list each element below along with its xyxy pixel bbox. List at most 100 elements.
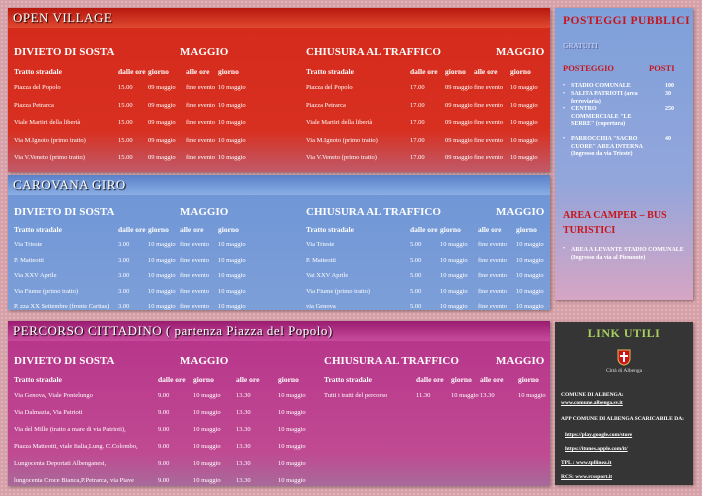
table-cell: 10 maggio	[510, 154, 538, 161]
table-cell: 13.30	[236, 409, 251, 416]
table-cell: fine evento	[474, 172, 503, 173]
table-cell: 10 maggio	[516, 303, 544, 310]
table-month: MAGGIO	[496, 355, 545, 367]
table-cell: 13.30	[236, 477, 251, 484]
links-title: LINK UTILI	[587, 326, 661, 340]
link-line: APP COMUNE DI ALBENGA SCARICABILE DA:	[561, 416, 685, 422]
column-header: alle ore	[236, 375, 260, 384]
table-cell: 10 maggio	[518, 392, 546, 399]
table-cell: 09 maggio	[148, 136, 176, 144]
table-cell: 10 maggio	[510, 84, 538, 91]
table-cell: 09 maggio	[148, 172, 176, 173]
table-cell: 3.00	[118, 287, 130, 295]
table-cell: 10 maggio	[193, 392, 221, 399]
parking-name: STADIO COMUNALE	[571, 83, 631, 89]
table-cell: Via Dalmazia, Via Patrioti	[14, 409, 83, 416]
table-cell: 09 maggio	[445, 84, 473, 91]
table-cell: 17.00	[410, 101, 425, 109]
table-cell: fine evento	[478, 272, 508, 279]
bullet: •	[563, 136, 566, 142]
parking-spots: 250	[665, 106, 674, 112]
table-cell: Via Trieste	[306, 241, 335, 248]
table-cell: 10 maggio	[278, 443, 306, 450]
column-header: giorno	[451, 375, 472, 384]
table-cell: 09 maggio	[445, 101, 473, 109]
column-header: alle ore	[186, 67, 210, 76]
link-line: https://play.google.com/store	[565, 432, 633, 438]
column-header: giorno	[516, 225, 537, 234]
bullet: •	[563, 246, 566, 252]
table-cell: 09 maggio	[148, 119, 176, 126]
link-line: COMUNE DI ALBENGA:	[561, 392, 624, 398]
table-cell: 3.00	[118, 272, 130, 279]
column-header: alle ore	[180, 225, 204, 234]
table-heading: CHIUSURA AL TRAFFICO	[306, 206, 441, 218]
parking-name: SALITA PATRIOTI (area ferroviaria)	[571, 91, 638, 105]
table-cell: 13.30	[236, 443, 251, 450]
parking-name: PARROCCHIA "SACRO CUORE" AREA INTERNA (I…	[571, 136, 643, 157]
table-cell: P. Matteotti	[306, 256, 336, 264]
table-cell: fine evento	[186, 119, 216, 126]
link-line: www.comune.albenga.sv.it	[561, 400, 623, 406]
table-cell: 15.00	[118, 101, 133, 109]
table-cell: 17.00	[410, 84, 425, 91]
table-cell: 5.00	[410, 272, 422, 279]
parking-name: CENTRO COMMERCIALE "LE SERRE" (copertura…	[571, 106, 632, 127]
column-header: Tratto stradale	[306, 67, 354, 76]
table-cell: 15.00	[118, 154, 133, 161]
table-cell: 10 maggio	[218, 154, 246, 161]
table-cell: 10 maggio	[516, 256, 544, 264]
table-cell: Via V.Veneto (primo tratto)	[14, 154, 85, 161]
column-header: giorno	[148, 67, 169, 76]
table-cell: 3.00	[118, 241, 130, 248]
table-cell: 9.00	[158, 477, 170, 484]
table-cell: fine evento	[186, 172, 215, 173]
column-header: alle ore	[478, 225, 502, 234]
table-month: MAGGIO	[180, 355, 229, 367]
table-heading: CHIUSURA AL TRAFFICO	[306, 46, 441, 58]
table-cell: 10 maggio	[148, 272, 176, 279]
link-line: RCS: www.rcssport.it	[561, 474, 613, 480]
table-cell: Piazza Petrarca	[14, 101, 54, 109]
table-month: MAGGIO	[496, 206, 545, 218]
table-cell: Via Genova, Viale Pontelungo	[14, 392, 93, 399]
table-cell: 10 maggio	[510, 172, 538, 173]
table-cell: Piazza del Popolo	[14, 84, 61, 91]
bullet: •	[563, 91, 566, 97]
parking-spots: 40	[665, 136, 671, 142]
parking-panel: POSTEGGI PUBBLICI GRATUITI POSTEGGIO POS…	[555, 8, 693, 300]
table-cell: Piazza del Popolo	[306, 84, 353, 91]
table-cell: 10 maggio	[193, 443, 221, 450]
section-title: CAROVANA GIRO	[8, 175, 550, 195]
column-header: Tratto stradale	[14, 225, 62, 234]
table-cell: 10 maggio	[148, 256, 176, 264]
column-header: giorno	[518, 375, 539, 384]
table-cell: fine evento	[478, 256, 508, 264]
city-emblem	[617, 349, 631, 366]
table-cell: fine evento	[474, 154, 504, 161]
table-cell: 5.00	[410, 256, 422, 264]
column-header: alle ore	[480, 375, 504, 384]
table-cell: fine evento	[180, 241, 210, 248]
table-cell: 10 maggio	[278, 392, 306, 399]
link-line: TPL : www.tpllinea.it	[561, 460, 612, 466]
table-cell: 9.00	[158, 460, 170, 467]
table-cell: 15.00	[118, 172, 133, 173]
table-cell: 9.00	[158, 392, 170, 399]
table-cell: fine evento	[186, 101, 216, 109]
section-panel: PERCORSO CITTADINO ( partenza Piazza del…	[8, 321, 550, 486]
table-cell: 10 maggio	[218, 172, 246, 173]
table-cell: 9.00	[158, 426, 170, 433]
table-cell: Via Fiume (primo tratto)	[306, 287, 371, 295]
table-cell: Area piazza corridoni (ex giostre)	[14, 172, 102, 173]
table-cell: 3.00	[118, 303, 130, 310]
table-cell: 10 maggio	[193, 460, 221, 467]
table-cell: 13.30	[480, 392, 495, 399]
table-cell: 10 maggio	[278, 460, 306, 467]
table-cell: 10 maggio	[148, 241, 176, 248]
table-cell: Lungocenta Deportati Albenganesi,	[14, 460, 107, 467]
links-panel: LINK UTILI Città di Albenga COMUNE DI AL…	[555, 322, 693, 485]
table-cell: fine evento	[474, 119, 504, 126]
table-cell: Via XXV Aprile	[14, 272, 57, 279]
table-cell: 17.00	[410, 136, 425, 144]
